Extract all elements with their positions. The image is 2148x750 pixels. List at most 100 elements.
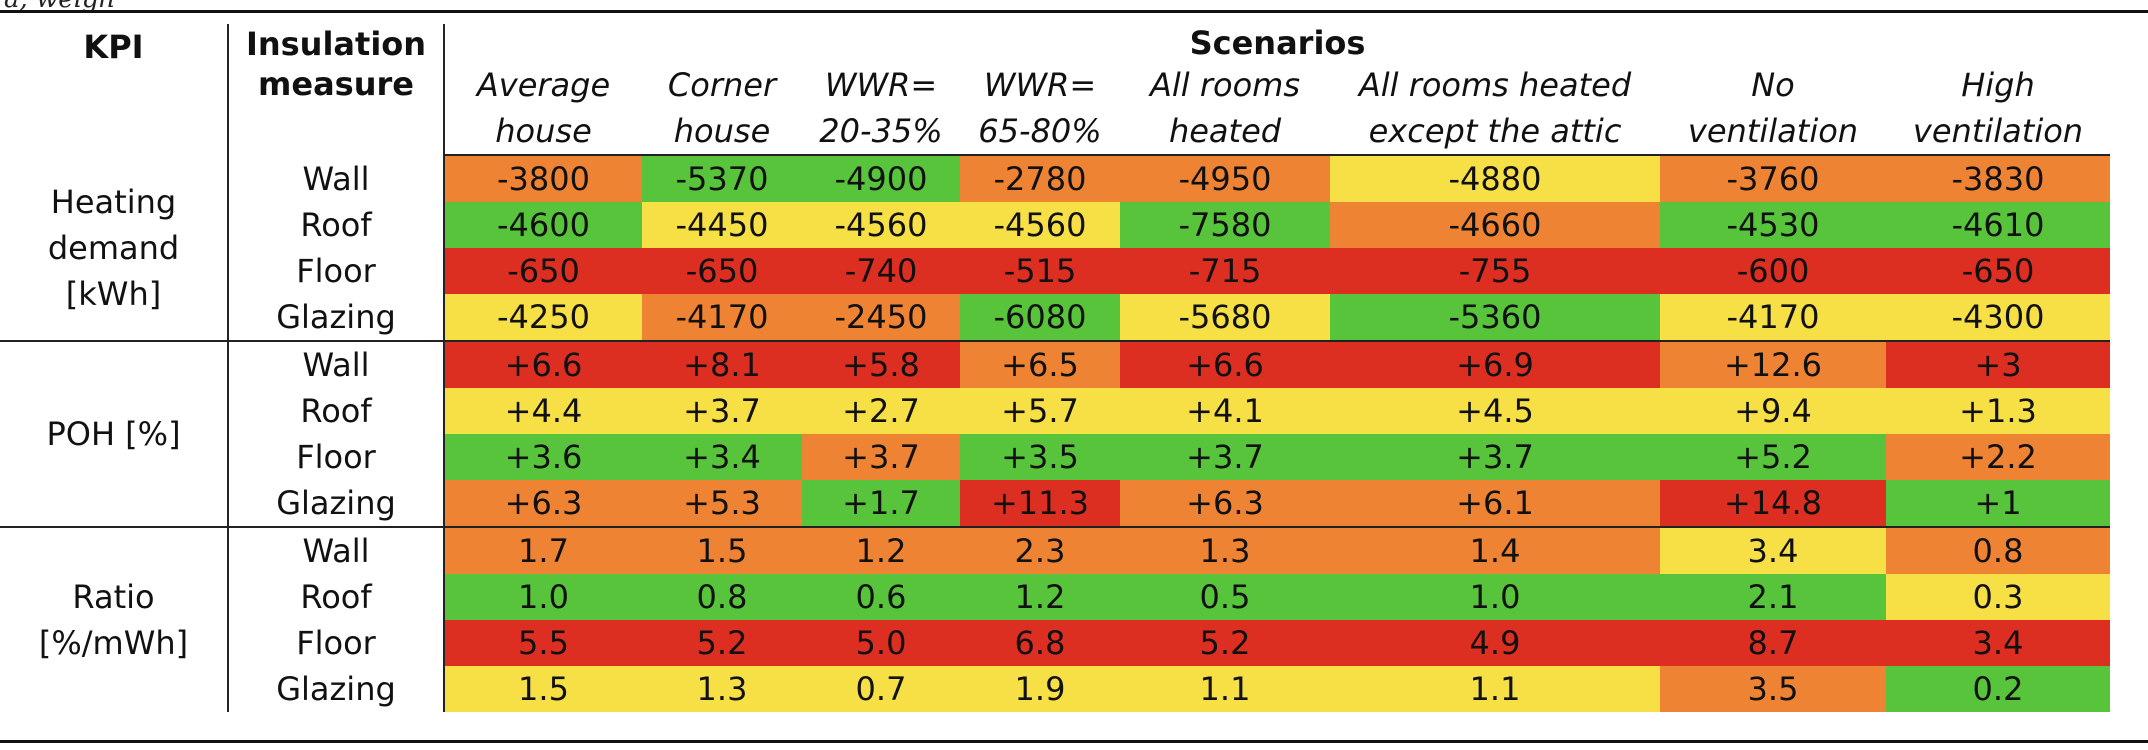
value-cell: +9.4: [1660, 388, 1886, 434]
value-cell: -515: [960, 248, 1120, 294]
table-row: Floor 5.5 5.2 5.0 6.8 5.2 4.9 8.7 3.4: [0, 620, 2110, 666]
value-cell: +3.7: [802, 434, 960, 480]
scenario-column-header: All rooms heated except the attic: [1330, 62, 1660, 156]
value-cell: 4.9: [1330, 620, 1660, 666]
scenario-header-line2: house: [673, 112, 771, 150]
insulation-measure-cell: Wall: [228, 527, 445, 574]
scenario-header-line1: All rooms heated: [1358, 66, 1632, 104]
value-cell: -2450: [802, 294, 960, 342]
insulation-measure-cell: Roof: [228, 388, 445, 434]
value-cell: +3.5: [960, 434, 1120, 480]
value-cell: -2780: [960, 155, 1120, 202]
value-cell: -650: [642, 248, 802, 294]
value-cell: +6.6: [1120, 341, 1330, 388]
table-row: Floor +3.6 +3.4 +3.7 +3.5 +3.7 +3.7 +5.2 +2.2: [0, 434, 2110, 480]
value-cell: +4.1: [1120, 388, 1330, 434]
value-cell: -4560: [802, 202, 960, 248]
scenario-header-line2: house: [495, 112, 592, 150]
value-cell: 0.8: [1886, 527, 2110, 574]
table-row: Glazing +6.3 +5.3 +1.7 +11.3 +6.3 +6.1 +14.8 +1: [0, 480, 2110, 528]
table-row: Glazing -4250 -4170 -2450 -6080 -5680 -5360 -41…: [0, 294, 2110, 342]
value-cell: 1.4: [1330, 527, 1660, 574]
value-cell: -5370: [642, 155, 802, 202]
value-cell: -4900: [802, 155, 960, 202]
value-cell: 8.7: [1660, 620, 1886, 666]
value-cell: -3760: [1660, 155, 1886, 202]
value-cell: +2.2: [1886, 434, 2110, 480]
value-cell: +3.7: [1120, 434, 1330, 480]
value-cell: +3.4: [642, 434, 802, 480]
value-cell: -4610: [1886, 202, 2110, 248]
scenario-column-header: WWR= 65-80%: [960, 62, 1120, 156]
value-cell: -4660: [1330, 202, 1660, 248]
kpi-label: Heating demand [kWh]: [0, 155, 229, 342]
value-cell: 0.3: [1886, 574, 2110, 620]
kpi-label-line: demand: [47, 228, 180, 267]
value-cell: +3.6: [444, 434, 642, 480]
table-row: Glazing 1.5 1.3 0.7 1.9 1.1 1.1 3.5 0.2: [0, 666, 2110, 712]
scenario-header-line2: 20-35%: [819, 112, 943, 150]
value-cell: +6.3: [444, 480, 642, 528]
insulation-measure-cell: Wall: [228, 341, 445, 388]
value-cell: 5.0: [802, 620, 960, 666]
header-kpi: KPI: [0, 24, 229, 155]
value-cell: -4560: [960, 202, 1120, 248]
scenario-column-header: WWR= 20-35%: [802, 62, 960, 156]
kpi-label: POH [%]: [0, 341, 229, 528]
kpi-label-line: Ratio: [72, 578, 155, 616]
value-cell: +4.5: [1330, 388, 1660, 434]
value-cell: 0.6: [802, 574, 960, 620]
value-cell: -3800: [444, 155, 642, 202]
table-row: Heating demand [kWh] Wall -3800 -5370 -4900 -27…: [0, 155, 2110, 342]
insulation-measure-cell: Roof: [228, 574, 445, 620]
insulation-measure-cell: Floor: [228, 248, 445, 294]
value-cell: +14.8: [1660, 480, 1886, 528]
value-cell: 1.2: [960, 574, 1120, 620]
kpi-label-line: Heating: [50, 182, 177, 221]
value-cell: 1.9: [960, 666, 1120, 712]
scenario-header-line1: WWR=: [983, 66, 1097, 104]
value-cell: +8.1: [642, 341, 802, 388]
value-cell: -4880: [1330, 155, 1660, 202]
value-cell: 1.2: [802, 527, 960, 574]
value-cell: +5.8: [802, 341, 960, 388]
scenario-header-line1: No: [1751, 66, 1795, 104]
value-cell: 3.4: [1886, 620, 2110, 666]
table-top-rule: [0, 10, 2148, 13]
value-cell: 1.1: [1120, 666, 1330, 712]
table-row: Roof +4.4 +3.7 +2.7 +5.7 +4.1 +4.5 +9.4 +1.3: [0, 388, 2110, 434]
value-cell: +5.2: [1660, 434, 1886, 480]
kpi-table: KPI Insulation measure Scenarios Average…: [0, 24, 2110, 712]
value-cell: -4170: [1660, 294, 1886, 342]
value-cell: 3.4: [1660, 527, 1886, 574]
value-cell: +6.5: [960, 341, 1120, 388]
scenario-header-line1: WWR=: [824, 66, 938, 104]
value-cell: 2.1: [1660, 574, 1886, 620]
value-cell: 1.1: [1330, 666, 1660, 712]
value-cell: -7580: [1120, 202, 1330, 248]
value-cell: 1.0: [1330, 574, 1660, 620]
value-cell: 1.3: [642, 666, 802, 712]
insulation-measure-cell: Floor: [228, 434, 445, 480]
scenario-header-line2: except the attic: [1368, 112, 1622, 150]
header-insulation-measure: Insulation measure: [228, 24, 445, 155]
value-cell: +1.7: [802, 480, 960, 528]
scenario-column-header: Corner house: [642, 62, 802, 156]
value-cell: -5360: [1330, 294, 1660, 342]
value-cell: +11.3: [960, 480, 1120, 528]
value-cell: +5.7: [960, 388, 1120, 434]
scenario-header-line1: Corner: [667, 66, 777, 104]
kpi-label-line: [kWh]: [65, 274, 162, 313]
scenario-header-line1: All rooms: [1150, 66, 1300, 104]
value-cell: 0.2: [1886, 666, 2110, 712]
value-cell: -4170: [642, 294, 802, 342]
value-cell: +3: [1886, 341, 2110, 388]
value-cell: 0.7: [802, 666, 960, 712]
value-cell: 5.2: [642, 620, 802, 666]
header-insulation-line1: Insulation: [245, 25, 427, 63]
value-cell: 1.5: [642, 527, 802, 574]
scenario-header-line2: heated: [1168, 112, 1282, 150]
scenario-header-line2: 65-80%: [978, 112, 1102, 150]
header-insulation-line2: measure: [258, 65, 414, 103]
value-cell: 3.5: [1660, 666, 1886, 712]
